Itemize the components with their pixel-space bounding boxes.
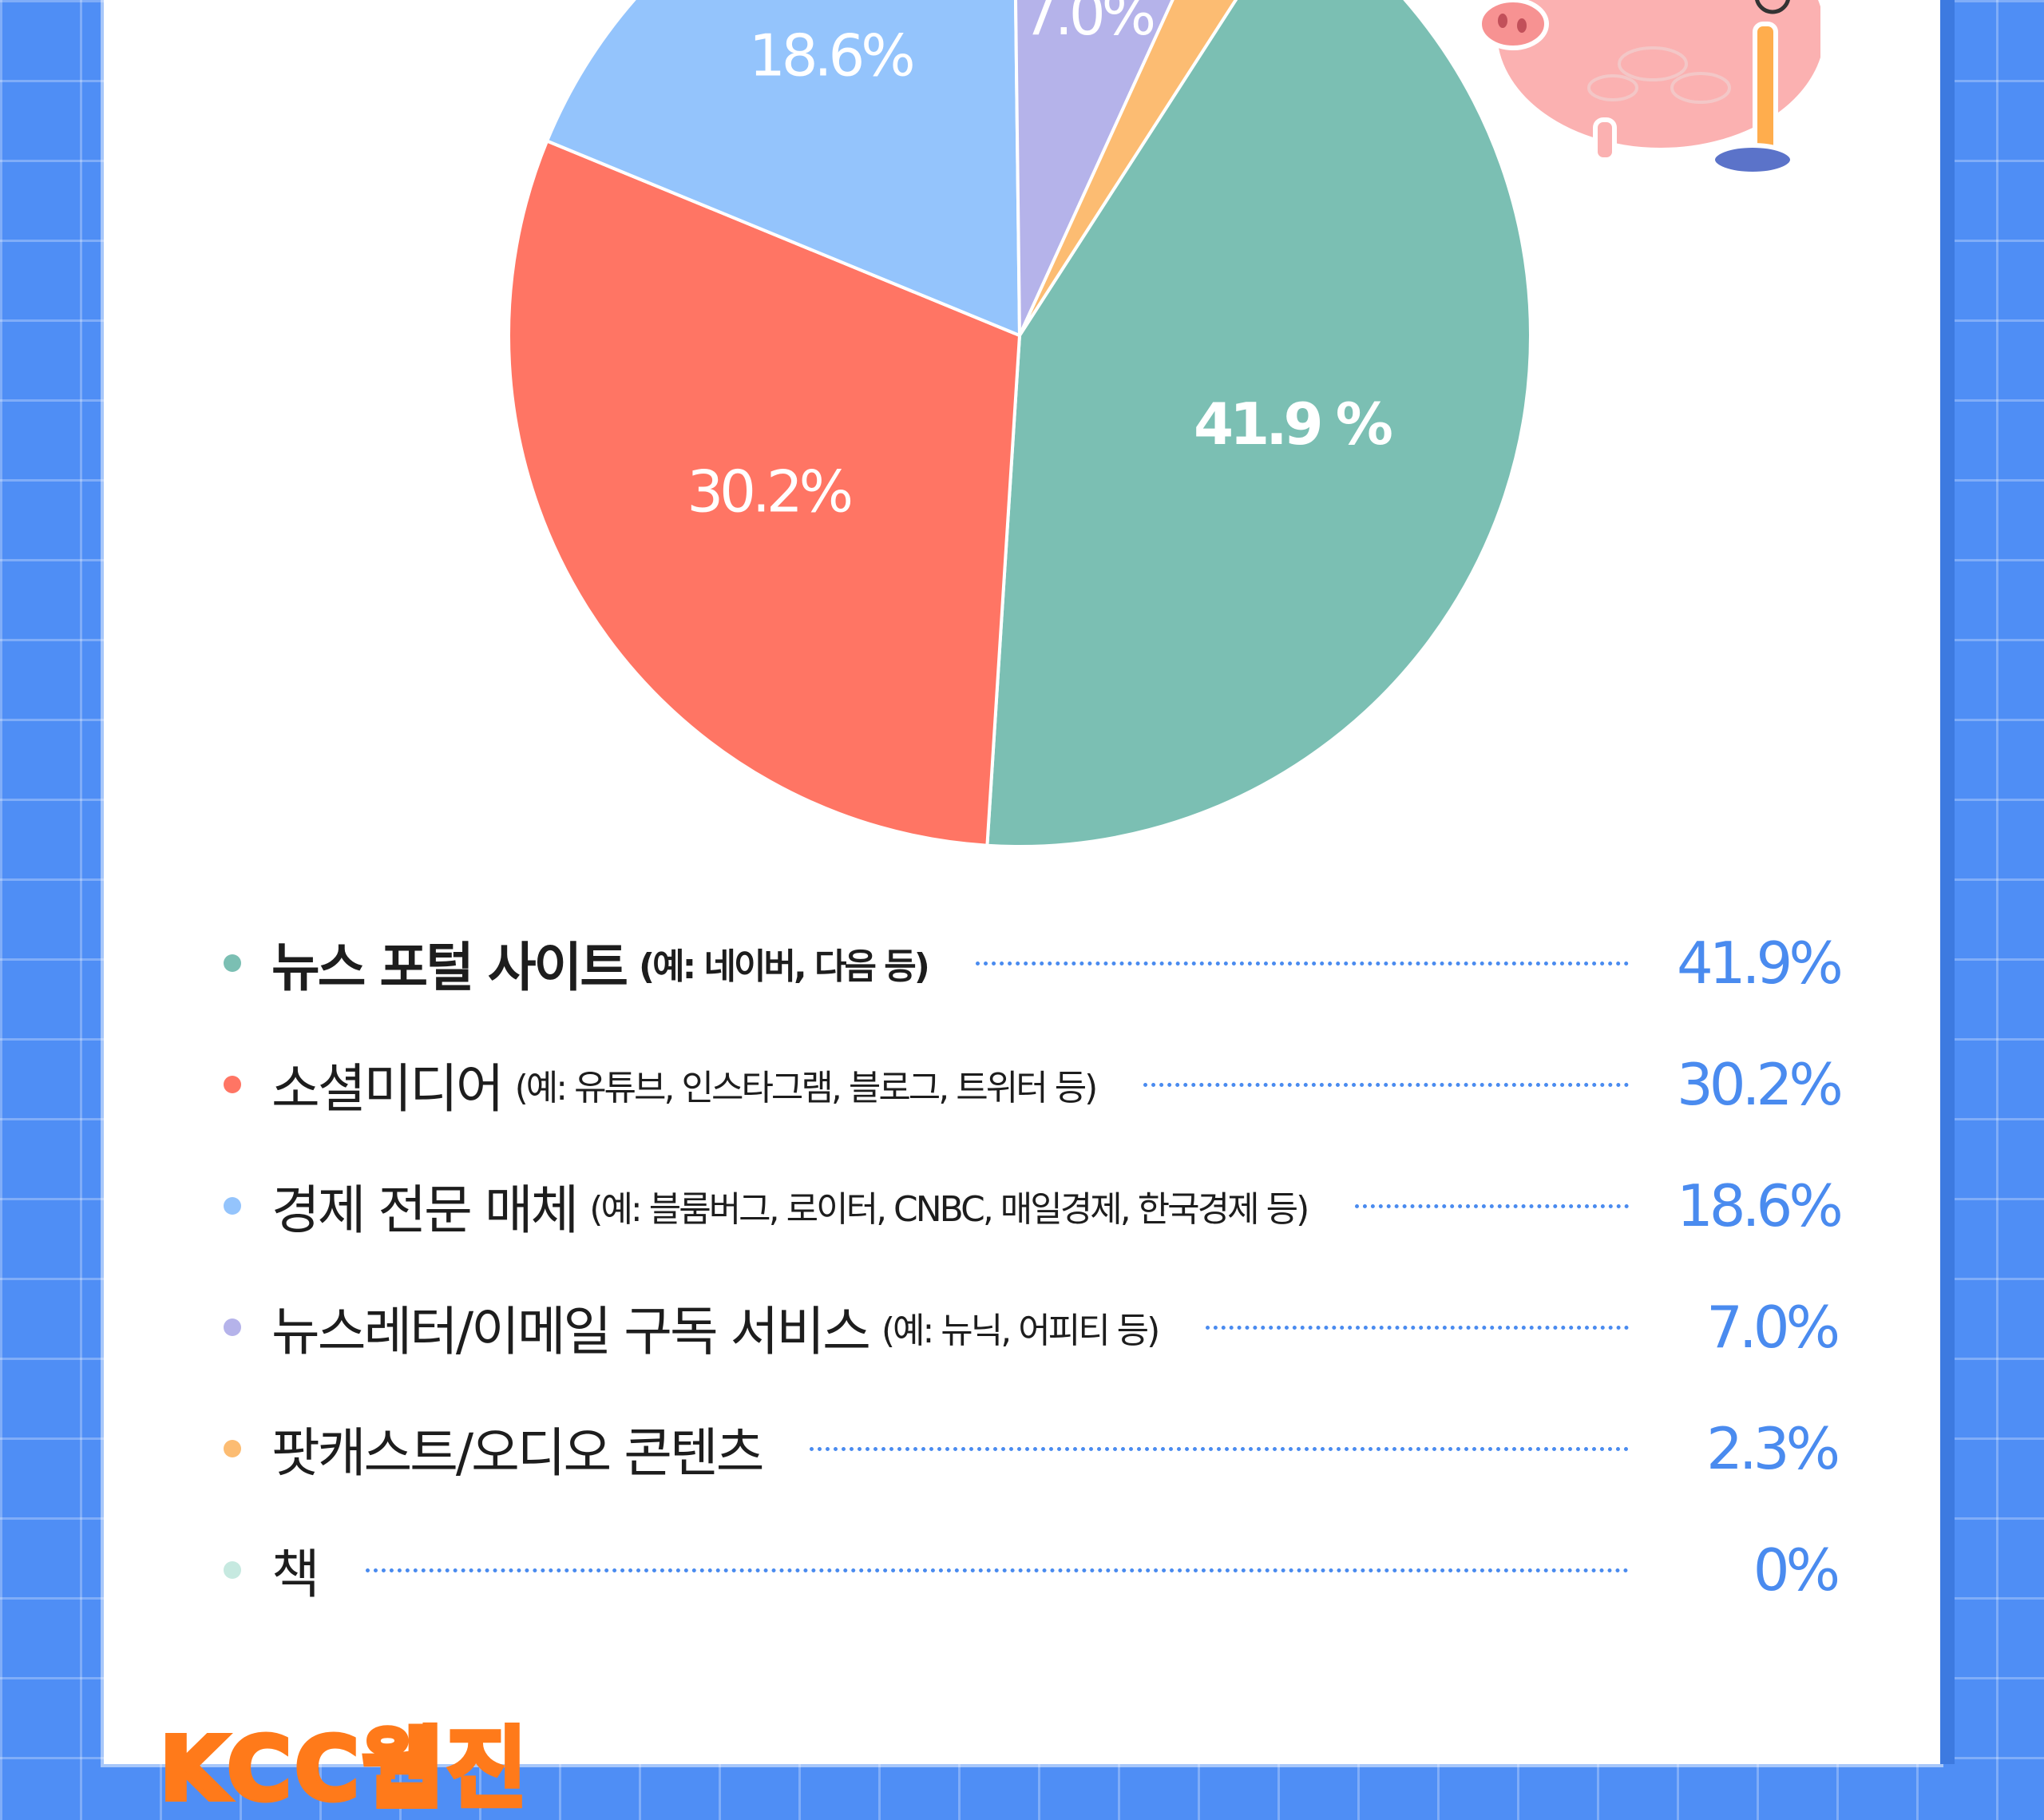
legend-example: (예: 유튜브, 인스타그램, 블로그, 트위터 등) bbox=[514, 1068, 1099, 1108]
legend-value: 7.0% bbox=[1706, 1294, 1840, 1361]
legend-label: 책 bbox=[271, 1544, 320, 1605]
legend-value: 30.2% bbox=[1677, 1051, 1844, 1118]
legend-item: 책 0% bbox=[224, 1509, 1840, 1631]
legend-label: 팟캐스트/오디오 콘텐츠 bbox=[271, 1422, 764, 1484]
pie-slice-소셜미디어 bbox=[507, 138, 1022, 847]
legend-value: 41.9% bbox=[1677, 930, 1844, 997]
legend-value: 18.6% bbox=[1677, 1172, 1844, 1239]
pie-slice-팟캐스트-오디오-콘텐츠 bbox=[1018, 0, 1238, 337]
slice-label-소셜미디어: 30.2% bbox=[687, 458, 850, 525]
legend-label: 뉴스 포털 사이트 bbox=[271, 937, 628, 998]
slice-label-경제-전문-매체: 18.6% bbox=[749, 22, 913, 89]
dotted-leader bbox=[810, 1446, 1629, 1451]
legend-item: 뉴스 포털 사이트 (예: 네이버, 다음 등) 41.9% bbox=[224, 902, 1844, 1024]
legend-item: 뉴스레터/이메일 구독 서비스 (예: 뉴닉, 어피티 등) 7.0% bbox=[224, 1267, 1840, 1388]
legend-bullet-icon bbox=[224, 1076, 241, 1093]
pie-slice-경제-전문-매체 bbox=[545, 0, 1022, 339]
card-edge-shadow bbox=[1940, 0, 1955, 1764]
piggy-bank-icon bbox=[1477, 0, 1820, 176]
slice-label-뉴스-포털-사이트: 41.9 % bbox=[1194, 391, 1392, 458]
legend-example: (예: 뉴닉, 어피티 등) bbox=[881, 1310, 1160, 1351]
legend-label: 소셜미디어 bbox=[271, 1058, 505, 1120]
legend-value: 2.3% bbox=[1706, 1415, 1840, 1482]
legend-bullet-icon bbox=[224, 1561, 241, 1579]
legend-item: 소셜미디어 (예: 유튜브, 인스타그램, 블로그, 트위터 등) 30.2% bbox=[224, 1024, 1844, 1145]
legend-bullet-icon bbox=[224, 1318, 241, 1336]
legend-example: (예: 네이버, 다음 등) bbox=[639, 946, 930, 987]
legend-example: (예: 블룸버그, 로이터, CNBC, 매일경제, 한국경제 등) bbox=[589, 1189, 1309, 1230]
pie-slice-뉴스-포털-사이트 bbox=[985, 0, 1532, 848]
dotted-leader bbox=[1206, 1325, 1629, 1330]
dotted-leader bbox=[1355, 1203, 1629, 1208]
dotted-leader bbox=[365, 1568, 1629, 1572]
brand-logo: KCC웹진 bbox=[157, 1718, 531, 1820]
legend-label: 경제 전문 매체 bbox=[271, 1180, 579, 1241]
legend-bullet-icon bbox=[224, 954, 241, 972]
legend-bullet-icon bbox=[224, 1440, 241, 1457]
dotted-leader bbox=[975, 961, 1629, 966]
chart-legend: 뉴스 포털 사이트 (예: 네이버, 다음 등) 41.9% 소셜미디어 (예: 유튜브… bbox=[224, 902, 1844, 1631]
slice-label-뉴스레터-이메일-구독-서비스: 7.0% bbox=[1022, 0, 1154, 48]
legend-item: 팟캐스트/오디오 콘텐츠 2.3% bbox=[224, 1388, 1840, 1509]
legend-label: 뉴스레터/이메일 구독 서비스 bbox=[271, 1301, 871, 1362]
legend-value: 0% bbox=[1753, 1536, 1840, 1604]
pie-chart: 41.9 %30.2%18.6%7.0%2.3% bbox=[507, 0, 1532, 848]
dotted-leader bbox=[1143, 1082, 1629, 1087]
legend-bullet-icon bbox=[224, 1197, 241, 1215]
legend-item: 경제 전문 매체 (예: 블룸버그, 로이터, CNBC, 매일경제, 한국경제 … bbox=[224, 1145, 1844, 1267]
